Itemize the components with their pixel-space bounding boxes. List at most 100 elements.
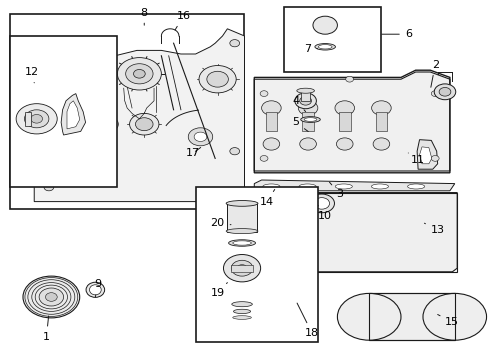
Text: 2: 2: [430, 60, 438, 87]
Circle shape: [438, 87, 450, 96]
Circle shape: [229, 40, 239, 47]
Bar: [375, 112, 386, 131]
Ellipse shape: [225, 201, 258, 206]
Circle shape: [334, 101, 354, 115]
Circle shape: [188, 128, 212, 146]
Ellipse shape: [231, 302, 252, 307]
Circle shape: [72, 103, 89, 116]
Bar: [302, 112, 313, 131]
Circle shape: [430, 156, 438, 161]
Text: 9: 9: [94, 279, 101, 297]
Circle shape: [39, 288, 63, 306]
Circle shape: [260, 156, 267, 161]
Text: 7: 7: [304, 44, 317, 54]
Circle shape: [194, 132, 206, 141]
Circle shape: [206, 71, 228, 87]
Text: 13: 13: [424, 223, 444, 235]
Ellipse shape: [296, 88, 314, 93]
Text: 17: 17: [186, 148, 200, 158]
Polygon shape: [419, 147, 431, 164]
Bar: [368, 293, 454, 340]
Circle shape: [237, 265, 246, 272]
Circle shape: [23, 276, 80, 318]
Circle shape: [433, 84, 455, 100]
Circle shape: [16, 104, 57, 134]
Bar: [10, 36, 117, 187]
Ellipse shape: [225, 229, 258, 234]
Circle shape: [345, 76, 353, 82]
Circle shape: [298, 101, 317, 115]
Bar: [195, 187, 317, 342]
Ellipse shape: [232, 241, 251, 245]
Circle shape: [199, 66, 236, 93]
Circle shape: [97, 116, 118, 132]
Polygon shape: [254, 180, 454, 191]
Circle shape: [294, 93, 316, 109]
Ellipse shape: [314, 44, 335, 50]
Circle shape: [44, 47, 54, 54]
Circle shape: [299, 96, 311, 105]
Circle shape: [430, 91, 438, 96]
Text: 4: 4: [292, 96, 305, 112]
Bar: [301, 91, 309, 101]
Ellipse shape: [233, 309, 250, 314]
Text: 1: 1: [43, 316, 50, 342]
Text: 12: 12: [25, 67, 39, 83]
Text: 16: 16: [175, 11, 190, 30]
Circle shape: [129, 113, 159, 135]
Circle shape: [308, 194, 334, 213]
Ellipse shape: [318, 45, 331, 49]
Polygon shape: [416, 140, 437, 169]
Text: 15: 15: [437, 315, 458, 327]
Bar: [25, 112, 31, 126]
Polygon shape: [67, 101, 80, 129]
Circle shape: [125, 64, 153, 84]
Circle shape: [313, 198, 329, 209]
Circle shape: [77, 107, 84, 113]
Circle shape: [102, 120, 113, 129]
Ellipse shape: [86, 282, 104, 297]
Bar: [368, 293, 454, 340]
Circle shape: [336, 138, 352, 150]
Circle shape: [231, 260, 252, 276]
Bar: [265, 112, 277, 131]
Circle shape: [45, 293, 57, 301]
Polygon shape: [254, 72, 449, 171]
Text: 18: 18: [297, 303, 318, 338]
Ellipse shape: [228, 240, 255, 246]
Ellipse shape: [232, 316, 251, 319]
Text: 10: 10: [318, 206, 331, 221]
Ellipse shape: [263, 184, 279, 189]
Circle shape: [422, 293, 486, 340]
Circle shape: [371, 101, 390, 115]
Polygon shape: [34, 29, 244, 202]
Bar: [283, 7, 381, 72]
Bar: [231, 265, 252, 272]
Circle shape: [223, 255, 260, 282]
Text: 11: 11: [407, 153, 424, 165]
Circle shape: [260, 91, 267, 96]
Ellipse shape: [407, 184, 424, 189]
Circle shape: [135, 118, 153, 131]
Ellipse shape: [334, 184, 351, 189]
Ellipse shape: [371, 184, 387, 189]
Text: 3: 3: [329, 182, 343, 199]
Circle shape: [299, 138, 316, 150]
Circle shape: [312, 16, 337, 34]
Circle shape: [372, 138, 389, 150]
Text: 5: 5: [292, 117, 307, 131]
Text: 6: 6: [381, 29, 411, 39]
Circle shape: [337, 293, 400, 340]
Ellipse shape: [300, 117, 320, 122]
Circle shape: [263, 138, 279, 150]
Circle shape: [44, 184, 54, 191]
Bar: [254, 193, 456, 272]
Text: 20: 20: [210, 218, 230, 228]
Bar: [227, 203, 256, 232]
Bar: [10, 14, 244, 209]
Ellipse shape: [89, 285, 101, 295]
Circle shape: [229, 148, 239, 155]
Circle shape: [31, 114, 42, 123]
Circle shape: [133, 69, 145, 78]
Ellipse shape: [304, 118, 316, 121]
